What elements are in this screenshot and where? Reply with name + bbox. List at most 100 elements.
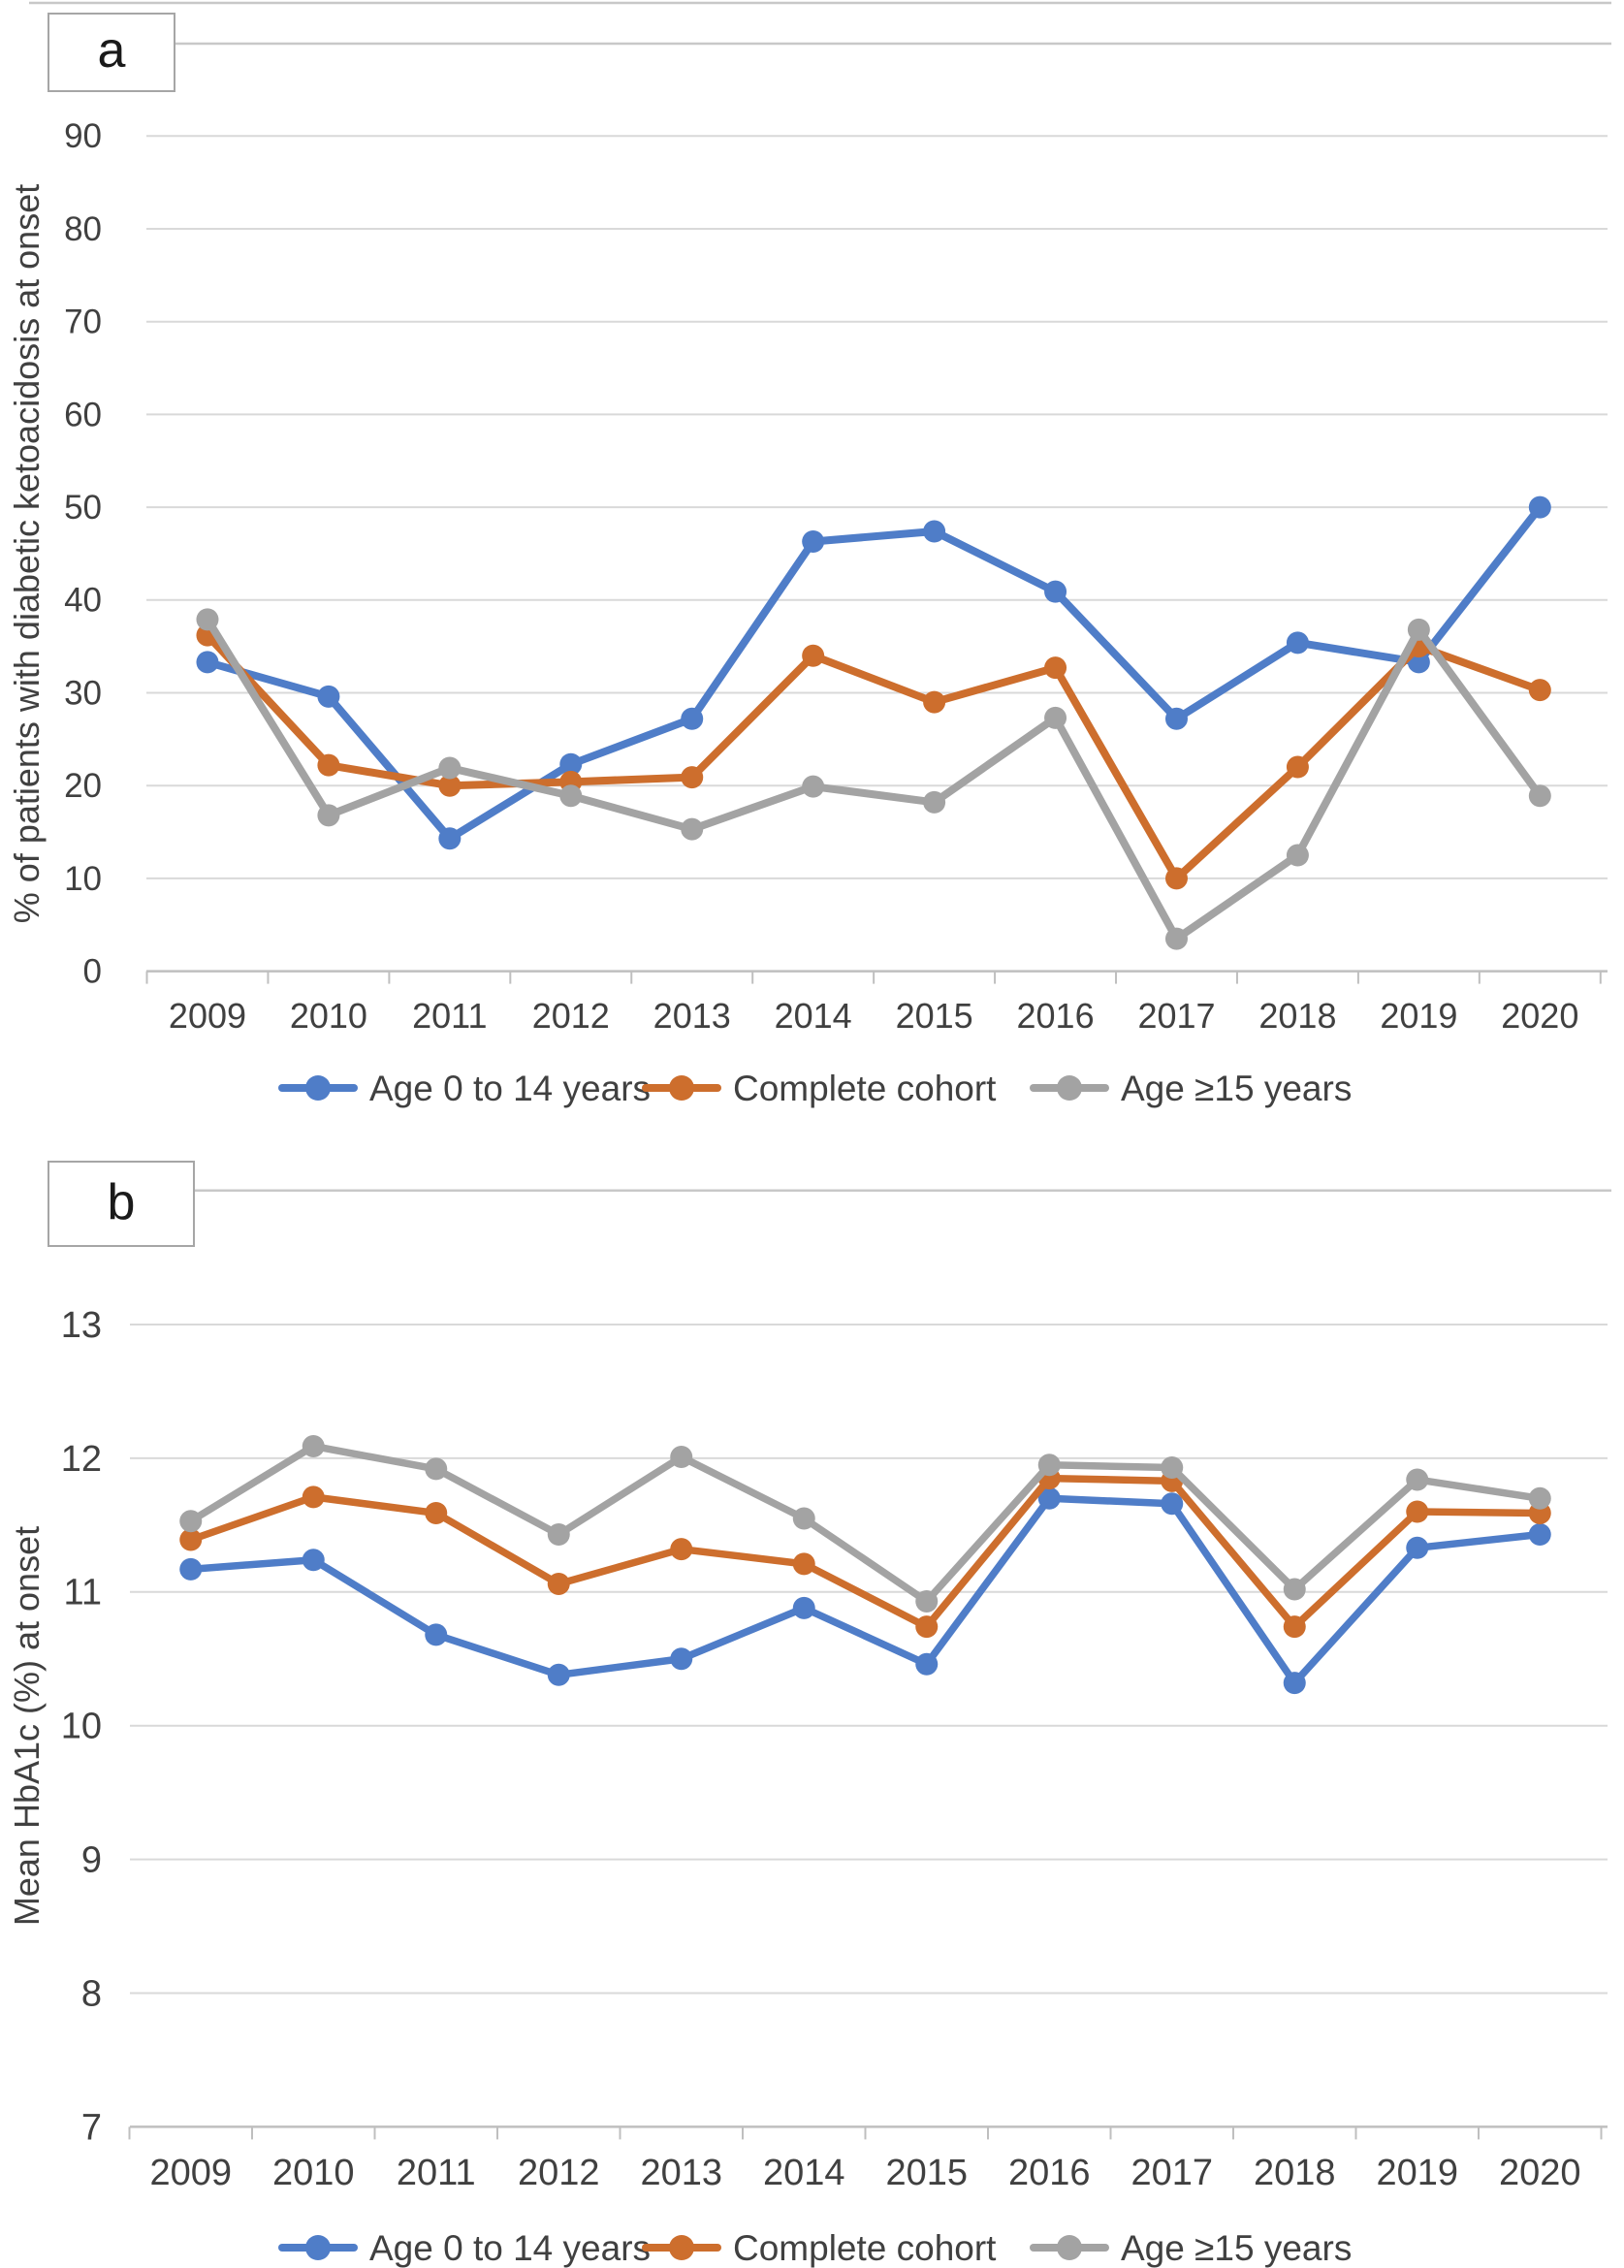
legend-item: Age 0 to 14 years — [278, 1067, 651, 1109]
series-marker-age-15-years — [1407, 618, 1430, 641]
series-marker-age-15-years — [1161, 1456, 1184, 1480]
y-tick-label: 12 — [61, 1439, 102, 1480]
series-line-age-15-years — [187, 1442, 1544, 1606]
series-marker-age-15-years — [1528, 1486, 1551, 1510]
legend-line-marker-swatch — [642, 2226, 721, 2268]
series-line-complete-cohort — [187, 1474, 1544, 1631]
x-tick-label: 2017 — [1130, 2153, 1213, 2193]
series-age-0-to-14-years — [196, 495, 1551, 850]
series-marker-age-15-years — [923, 790, 946, 814]
panel-b-label: b — [107, 1173, 136, 1230]
legend-item-label: Age 0 to 14 years — [369, 1068, 652, 1108]
y-tick-label: 30 — [64, 674, 102, 712]
legend-line-marker-swatch — [1030, 1067, 1109, 1109]
series-marker-age-15-years — [1406, 1468, 1429, 1491]
series-marker-complete-cohort — [317, 753, 340, 777]
series-age-15-years — [196, 608, 1551, 950]
x-tick-label: 2019 — [1380, 996, 1457, 1036]
series-marker-age-15-years — [1037, 1453, 1061, 1477]
x-tick-label: 2020 — [1501, 996, 1578, 1036]
legend-panel-a: Age 0 to 14 years Complete cohort Age ≥1… — [0, 1067, 1624, 1109]
series-marker-complete-cohort — [1528, 679, 1551, 702]
series-marker-age-15-years — [559, 784, 583, 808]
legend-item: Complete cohort — [642, 2226, 996, 2268]
x-tick-label: 2015 — [896, 996, 973, 1036]
y-tick-label: 9 — [81, 1840, 102, 1881]
series-marker-complete-cohort — [1286, 755, 1309, 779]
series-marker-age-0-to-14-years — [1528, 495, 1551, 519]
series-marker-age-0-to-14-years — [1286, 631, 1309, 655]
panel-a-label: a — [97, 22, 126, 79]
y-tick-label: 90 — [64, 117, 102, 155]
y-tick-label: 13 — [61, 1305, 102, 1346]
x-tick-label: 2018 — [1254, 2153, 1336, 2193]
legend-panel-b: Age 0 to 14 years Complete cohort Age ≥1… — [0, 2226, 1624, 2268]
legend-line-marker-swatch — [278, 1067, 358, 1109]
y-tick-label: 60 — [64, 396, 102, 433]
series-marker-age-0-to-14-years — [196, 651, 219, 674]
y-axis-title-panel-b: Mean HbA1c (%) at onset — [7, 1525, 47, 1927]
panel-b: 13 12 11 10 9 8 7 2009 2010 2011 2012 2013 2014 2015 2… — [61, 1189, 1611, 2193]
x-tick-label: 2013 — [640, 2153, 722, 2193]
x-tick-label: 2010 — [272, 2153, 355, 2193]
series-marker-age-0-to-14-years — [670, 1647, 693, 1671]
x-tick-label: 2009 — [169, 996, 246, 1036]
series-line-age-15-years — [203, 615, 1544, 943]
series-marker-complete-cohort — [438, 774, 462, 797]
series-marker-complete-cohort — [425, 1501, 448, 1524]
series-marker-complete-cohort — [547, 1573, 570, 1596]
series-marker-age-0-to-14-years — [1283, 1672, 1306, 1695]
y-tick-label: 8 — [81, 1973, 102, 2014]
panel-b-label-box: b — [48, 1161, 195, 1247]
series-marker-age-15-years — [915, 1589, 939, 1613]
series-line-age-0-to-14-years — [187, 1494, 1544, 1687]
series-marker-age-15-years — [302, 1434, 325, 1457]
series-marker-age-15-years — [179, 1510, 203, 1533]
series-marker-age-0-to-14-years — [915, 1652, 939, 1676]
x-tick-label: 2010 — [290, 996, 367, 1036]
series-marker-age-0-to-14-years — [559, 752, 583, 776]
x-tick-label: 2014 — [775, 996, 852, 1036]
series-marker-age-0-to-14-years — [547, 1663, 570, 1686]
series-line-age-0-to-14-years — [203, 503, 1544, 843]
x-tick-label: 2011 — [397, 2153, 476, 2193]
series-marker-age-15-years — [438, 756, 462, 780]
series-marker-age-0-to-14-years — [681, 707, 704, 730]
x-tick-label: 2016 — [1008, 2153, 1091, 2193]
legend-item-label: Age ≥15 years — [1121, 1068, 1353, 1108]
y-tick-label: 7 — [81, 2107, 102, 2148]
x-tick-label: 2015 — [885, 2153, 968, 2193]
x-tick-label: 2017 — [1137, 996, 1215, 1036]
panel-a-label-box: a — [48, 13, 175, 92]
y-axis-title-panel-a: % of patients with diabetic ketoacidosis… — [7, 183, 47, 924]
series-marker-age-0-to-14-years — [802, 530, 825, 554]
legend-item-label: Age 0 to 14 years — [369, 2227, 652, 2268]
x-tick-label: 2018 — [1258, 996, 1336, 1036]
series-marker-age-15-years — [1283, 1578, 1306, 1601]
legend-item-label: Age ≥15 years — [1121, 2227, 1353, 2268]
x-tick-label: 2020 — [1499, 2153, 1581, 2193]
series-marker-age-0-to-14-years — [1164, 707, 1188, 730]
series-marker-age-15-years — [547, 1523, 570, 1547]
series-marker-complete-cohort — [792, 1552, 815, 1576]
legend-item: Complete cohort — [642, 1067, 996, 1109]
x-tick-label: 2016 — [1017, 996, 1095, 1036]
series-marker-complete-cohort — [1406, 1500, 1429, 1523]
series-marker-age-0-to-14-years — [792, 1596, 815, 1619]
legend-line-marker-swatch — [278, 2226, 358, 2268]
x-tick-label: 2009 — [149, 2153, 232, 2193]
legend-item-label: Complete cohort — [733, 2227, 997, 2268]
series-marker-complete-cohort — [681, 766, 704, 789]
x-tick-label: 2013 — [653, 996, 731, 1036]
series-marker-age-15-years — [1528, 784, 1551, 808]
y-tick-label: 10 — [61, 1707, 102, 1747]
series-marker-age-15-years — [792, 1507, 815, 1530]
series-marker-age-15-years — [802, 775, 825, 798]
legend-line-marker-swatch — [642, 1067, 721, 1109]
series-marker-age-0-to-14-years — [425, 1623, 448, 1646]
x-tick-label: 2012 — [518, 2153, 600, 2193]
series-age-0-to-14-years — [179, 1486, 1551, 1695]
legend-item: Age ≥15 years — [1030, 1067, 1352, 1109]
x-tick-label: 2014 — [763, 2153, 845, 2193]
